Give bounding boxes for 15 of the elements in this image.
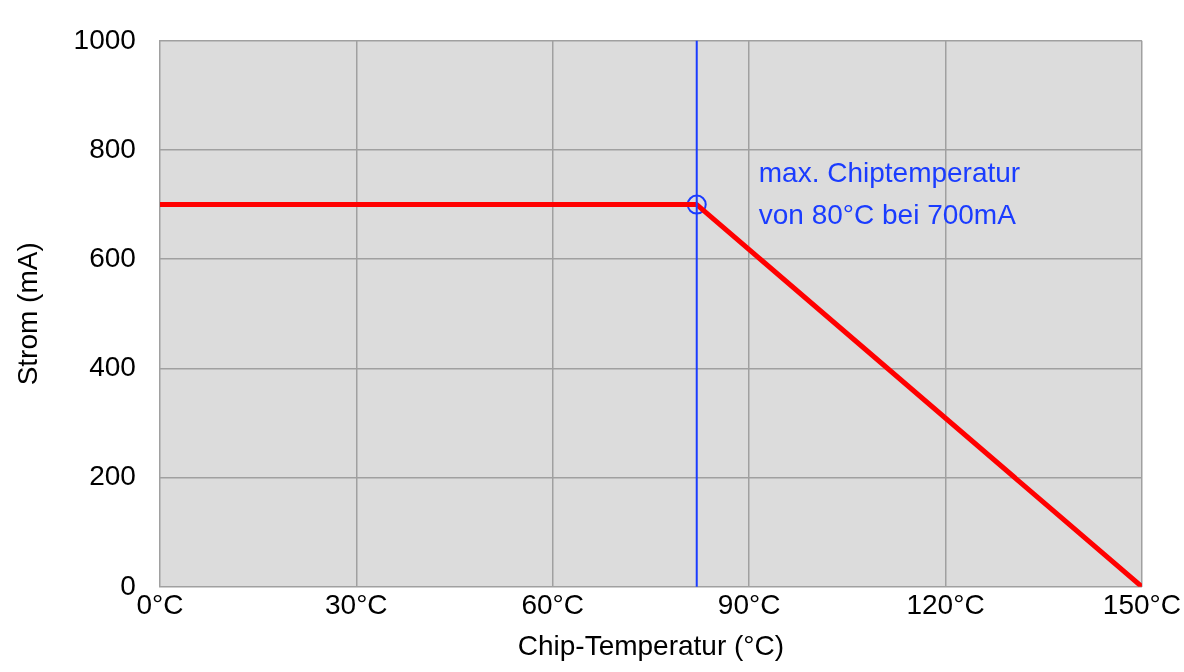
x-tick-label: 0°C — [136, 589, 184, 621]
x-tick-label: 120°C — [906, 589, 985, 621]
y-tick-label: 800 — [89, 132, 136, 164]
x-tick-label: 60°C — [521, 589, 584, 621]
x-tick-label: 90°C — [717, 589, 781, 621]
x-axis-title: Chip-Temperatur (°C) — [517, 629, 785, 661]
annotation: max. Chiptemperatur von 80°C bei 700mA — [758, 157, 1021, 231]
y-tick-label: 400 — [89, 351, 136, 383]
y-tick-label: 0 — [120, 569, 136, 601]
x-tick-label: 30°C — [325, 589, 388, 621]
x-tick-label: 150°C — [1102, 589, 1181, 621]
y-tick-label: 1000 — [73, 23, 136, 55]
y-tick-label: 200 — [89, 460, 136, 492]
y-axis-title: Strom (mA) — [11, 242, 43, 386]
y-tick-label: 600 — [89, 241, 136, 273]
